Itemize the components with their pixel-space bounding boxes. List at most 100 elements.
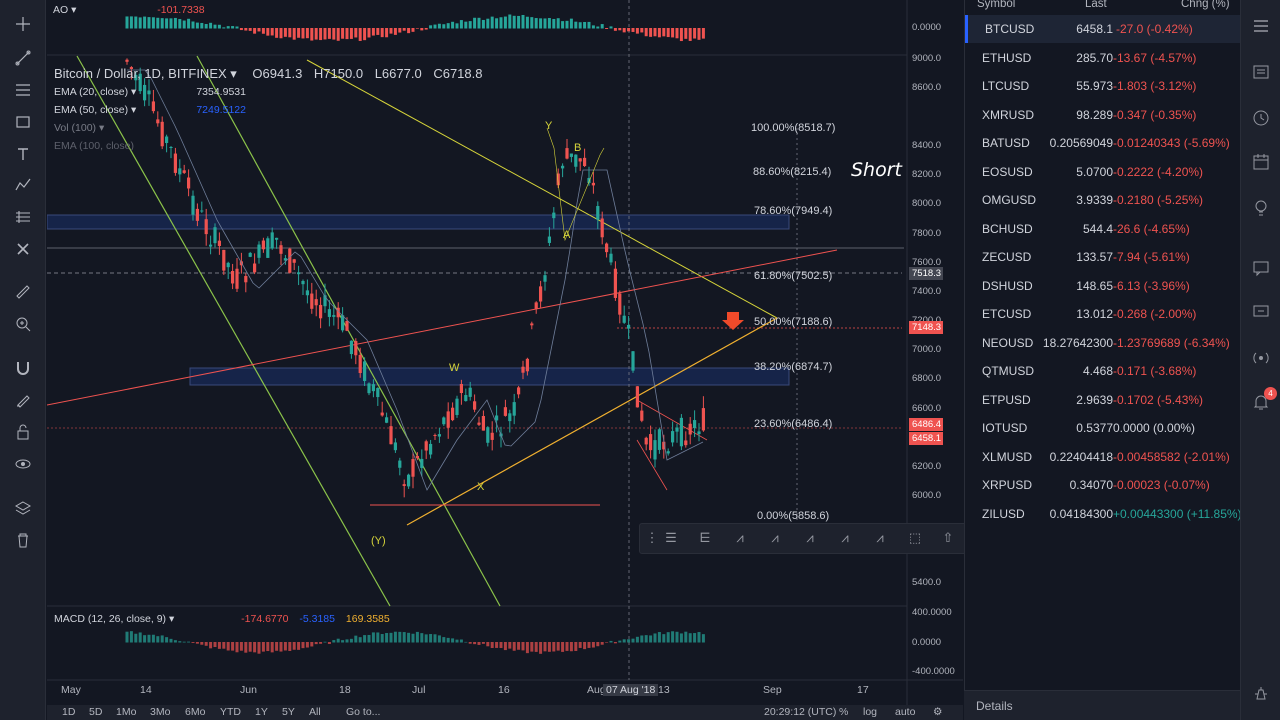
watchlist-row[interactable]: BCHUSD 544.4 -26.6 (-4.65%)	[965, 215, 1241, 243]
candle-body	[354, 341, 358, 356]
arrow-up-icon[interactable]: ⇧	[942, 530, 954, 545]
gear-icon[interactable]: ⚙	[933, 706, 943, 718]
goto-button[interactable]: Go to...	[346, 706, 381, 718]
log-toggle[interactable]: log	[863, 706, 878, 718]
lock-icon[interactable]	[11, 420, 35, 444]
clock-icon[interactable]	[1249, 106, 1273, 130]
pitchfork-icon[interactable]	[11, 78, 35, 102]
pattern-icon[interactable]	[11, 173, 35, 197]
range-all-button[interactable]: All	[309, 706, 321, 718]
watchlist-row[interactable]: XMRUSD 98.289 -0.347 (-0.35%)	[965, 101, 1241, 129]
range-1y-button[interactable]: 1Y	[255, 706, 268, 718]
watchlist-row[interactable]: BATUSD 0.20569049 -0.01240343 (-5.69%)	[965, 129, 1241, 157]
macd-bar	[587, 642, 591, 648]
watchlist-row[interactable]: ETPUSD 2.9639 -0.1702 (-5.43%)	[965, 386, 1241, 414]
watchlist-row[interactable]: DSHUSD 148.65 -6.13 (-3.96%)	[965, 272, 1241, 300]
watchlist-header-last[interactable]: Last	[1085, 0, 1107, 10]
channel-tool-icon[interactable]: ☰	[665, 530, 677, 545]
crosshair-price-tag: 7518.3	[909, 267, 943, 280]
watchlist-row[interactable]: BTCUSD 6458.1 -27.0 (-0.42%)	[965, 15, 1241, 43]
wave-tool-icon[interactable]: ⩘	[806, 530, 814, 545]
details-panel-header[interactable]: Details	[964, 690, 1240, 720]
macd-bar	[327, 642, 331, 644]
ao-bar	[618, 28, 622, 31]
indicator-ema20[interactable]: EMA (20, close) ▾ 7354.9531	[54, 86, 246, 98]
wave-tool-icon[interactable]: ⩘	[841, 530, 849, 545]
rectangle-icon[interactable]	[11, 110, 35, 134]
range-5y-button[interactable]: 5Y	[282, 706, 295, 718]
ao-bar	[675, 28, 679, 39]
symbol-legend[interactable]: Bitcoin / Dollar, 1D, BITFINEX ▾ O6941.3…	[54, 66, 483, 81]
chart-canvas[interactable]	[47, 0, 963, 705]
candle-body	[627, 324, 631, 329]
range-5d-button[interactable]: 5D	[89, 706, 103, 718]
trendline-icon[interactable]	[11, 46, 35, 70]
candle-body	[490, 432, 494, 440]
watchlist-row[interactable]: QTMUSD 4.468 -0.171 (-3.68%)	[965, 357, 1241, 385]
hotlist-icon[interactable]	[1249, 682, 1273, 706]
watchlist-header-symbol[interactable]: Symbol	[977, 0, 1016, 10]
stay-drawing-icon[interactable]	[11, 388, 35, 412]
alerts-bell-icon[interactable]	[1249, 390, 1273, 414]
watchlist-row[interactable]: OMGUSD 3.9339 -0.2180 (-5.25%)	[965, 186, 1241, 214]
macd-bar	[319, 642, 323, 644]
streams-icon[interactable]	[1249, 346, 1273, 370]
chat-icon[interactable]	[1249, 256, 1273, 280]
drag-handle-icon[interactable]: ⋮	[645, 530, 659, 545]
macd-legend[interactable]: MACD (12, 26, close, 9) ▾ -174.6770 -5.3…	[54, 613, 390, 625]
watchlist-row[interactable]: XLMUSD 0.22404418 -0.00458582 (-2.01%)	[965, 443, 1241, 471]
crosshair-icon[interactable]	[11, 12, 35, 36]
range-1mo-button[interactable]: 1Mo	[116, 706, 137, 718]
watchlist-row[interactable]: EOSUSD 5.0700 -0.2222 (-4.20%)	[965, 158, 1241, 186]
idea-bulb-icon[interactable]	[1249, 196, 1273, 220]
trash-icon[interactable]	[11, 528, 35, 552]
text-tool-icon[interactable]	[11, 142, 35, 166]
watchlist-row[interactable]: IOTUSD 0.5377 0.0000 (0.00%)	[965, 414, 1241, 442]
ruler-icon[interactable]	[11, 280, 35, 304]
candle-body	[336, 307, 340, 318]
wave-tool-icon[interactable]: ⩘	[736, 530, 744, 545]
watchlist-row[interactable]: ZILUSD 0.04184300 +0.00443300 (+11.85%)	[965, 500, 1242, 528]
calendar-icon[interactable]	[1249, 150, 1273, 174]
watchlist-row[interactable]: ETCUSD 13.012 -0.268 (-2.00%)	[965, 300, 1241, 328]
range-3mo-button[interactable]: 3Mo	[150, 706, 171, 718]
fan-tool-icon[interactable]: ⋿	[699, 530, 711, 545]
range-1d-button[interactable]: 1D	[62, 706, 76, 718]
private-chat-icon[interactable]	[1249, 300, 1273, 324]
indicator-ema100[interactable]: EMA (100, close)	[54, 140, 134, 152]
watchlist-row[interactable]: NEOUSD 18.27642300 -1.23769689 (-6.34%)	[965, 329, 1241, 357]
watchlist-row[interactable]: ETHUSD 285.70 -13.67 (-4.57%)	[965, 44, 1241, 72]
percent-toggle[interactable]: %	[839, 706, 849, 718]
news-icon[interactable]	[1249, 60, 1273, 84]
candle-body	[257, 244, 261, 258]
ao-header[interactable]: AO ▾ -101.7338	[53, 4, 205, 16]
remove-drawings-icon[interactable]	[11, 237, 35, 261]
range-ytd-button[interactable]: YTD	[220, 706, 241, 718]
watchlist-row[interactable]: ZECUSD 133.57 -7.94 (-5.61%)	[965, 243, 1241, 271]
eye-icon[interactable]	[11, 452, 35, 476]
layers-icon[interactable]	[11, 496, 35, 520]
wave-tool-icon[interactable]: ⩘	[876, 530, 884, 545]
watchlist-icon[interactable]	[1249, 14, 1273, 38]
watchlist-row[interactable]: LTCUSD 55.973 -1.803 (-3.12%)	[965, 72, 1241, 100]
candle-body	[323, 295, 327, 307]
fib-level-label: 50.00%(7188.6)	[754, 316, 833, 328]
wave-tool-icon[interactable]: ⩘	[771, 530, 779, 545]
indicator-vol[interactable]: Vol (100) ▾	[54, 122, 105, 134]
fib-tool-icon[interactable]	[11, 205, 35, 229]
symbol-title[interactable]: Bitcoin / Dollar, 1D, BITFINEX	[54, 66, 227, 81]
watchlist-header-change[interactable]: Chng (%)	[1181, 0, 1230, 10]
macd-bar	[508, 642, 512, 649]
watchlist-row[interactable]: XRPUSD 0.34070 -0.00023 (-0.07%)	[965, 471, 1241, 499]
magnet-icon[interactable]	[11, 356, 35, 380]
auto-toggle[interactable]: auto	[895, 706, 916, 718]
rectangle-select-icon[interactable]: ⬚	[908, 530, 922, 545]
zoom-in-icon[interactable]	[11, 312, 35, 336]
candle-body	[235, 268, 239, 289]
ao-bar	[165, 18, 169, 29]
ao-bar	[640, 28, 644, 33]
chart-pane[interactable]: AO ▾ -101.7338	[47, 0, 963, 720]
indicator-ema50[interactable]: EMA (50, close) ▾ 7249.5122	[54, 104, 246, 116]
axis-label: 8400.0	[912, 140, 942, 151]
range-6mo-button[interactable]: 6Mo	[185, 706, 206, 718]
